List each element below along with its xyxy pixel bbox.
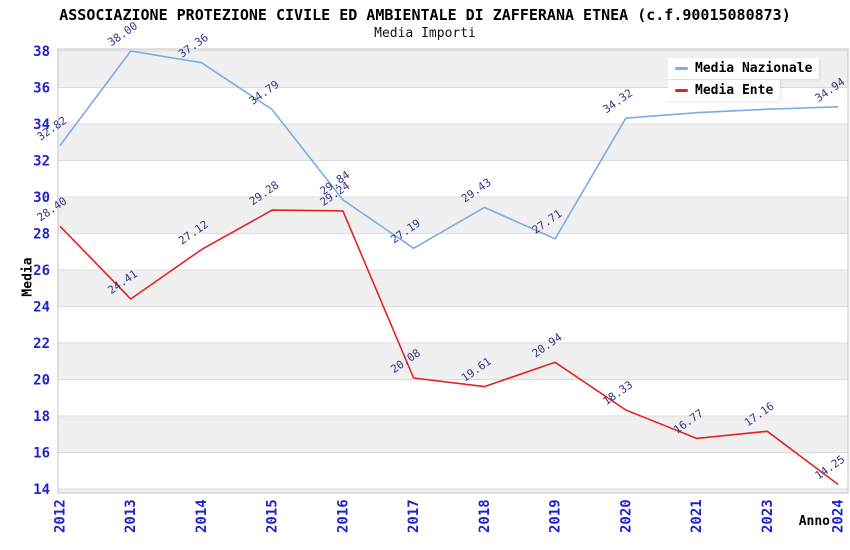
x-tick-label: 2015 bbox=[265, 499, 281, 533]
x-tick-label: 2016 bbox=[335, 499, 351, 533]
y-tick-label: 18 bbox=[33, 409, 50, 425]
x-tick-label: 2020 bbox=[618, 499, 634, 533]
y-tick-label: 32 bbox=[33, 154, 50, 170]
x-tick-label: 2012 bbox=[53, 499, 69, 533]
legend: Media Nazionale Media Ente bbox=[668, 58, 820, 101]
legend-item-media-nazionale[interactable]: Media Nazionale bbox=[668, 58, 820, 79]
y-tick-label: 38 bbox=[33, 44, 50, 60]
legend-item-media-ente[interactable]: Media Ente bbox=[668, 80, 781, 101]
y-tick-label: 16 bbox=[33, 446, 50, 462]
legend-label: Media Nazionale bbox=[695, 61, 813, 76]
x-tick-label: 2023 bbox=[760, 499, 776, 533]
plot-frame bbox=[57, 48, 849, 494]
y-tick-label: 34 bbox=[33, 117, 50, 133]
y-tick-label: 20 bbox=[33, 373, 50, 389]
y-tick-label: 28 bbox=[33, 227, 50, 243]
y-tick-label: 30 bbox=[33, 190, 50, 206]
media-nazionale-line-swatch bbox=[675, 67, 688, 70]
series-line-media-nazionale[interactable] bbox=[59, 50, 839, 250]
x-tick-label: 2017 bbox=[406, 499, 422, 533]
plot-band bbox=[58, 379, 848, 416]
x-tick-label: 2021 bbox=[689, 499, 705, 533]
x-tick-label: 2014 bbox=[194, 499, 210, 533]
plot-band bbox=[58, 489, 848, 493]
chart-title: ASSOCIAZIONE PROTEZIONE CIVILE ED AMBIEN… bbox=[59, 6, 791, 24]
x-tick-label: 2013 bbox=[123, 499, 139, 533]
series-line-media-ente[interactable] bbox=[59, 209, 839, 486]
legend-label: Media Ente bbox=[695, 83, 774, 98]
y-tick-label: 14 bbox=[33, 482, 50, 498]
chart-subtitle: Media Importi bbox=[374, 26, 476, 41]
plot-band bbox=[58, 343, 848, 380]
plot-band bbox=[58, 306, 848, 343]
plot-band bbox=[58, 270, 848, 307]
plot-band bbox=[58, 233, 848, 270]
x-tick-label: 2024 bbox=[831, 499, 847, 533]
y-tick-label: 26 bbox=[33, 263, 50, 279]
plot-band bbox=[58, 160, 848, 197]
plot-band bbox=[58, 197, 848, 234]
y-tick-label: 22 bbox=[33, 336, 50, 352]
x-axis-title: Anno bbox=[798, 514, 830, 529]
y-tick-label: 24 bbox=[33, 300, 50, 316]
plot-band bbox=[58, 452, 848, 489]
x-tick-label: 2019 bbox=[548, 499, 564, 533]
x-tick-label: 2018 bbox=[477, 499, 493, 533]
plot-band bbox=[58, 416, 848, 453]
y-axis-title: Media bbox=[20, 257, 36, 297]
plot-band bbox=[58, 124, 848, 161]
y-tick-label: 36 bbox=[33, 81, 50, 97]
media-ente-line-swatch bbox=[675, 89, 688, 92]
data-label: 38.00 bbox=[105, 19, 140, 49]
